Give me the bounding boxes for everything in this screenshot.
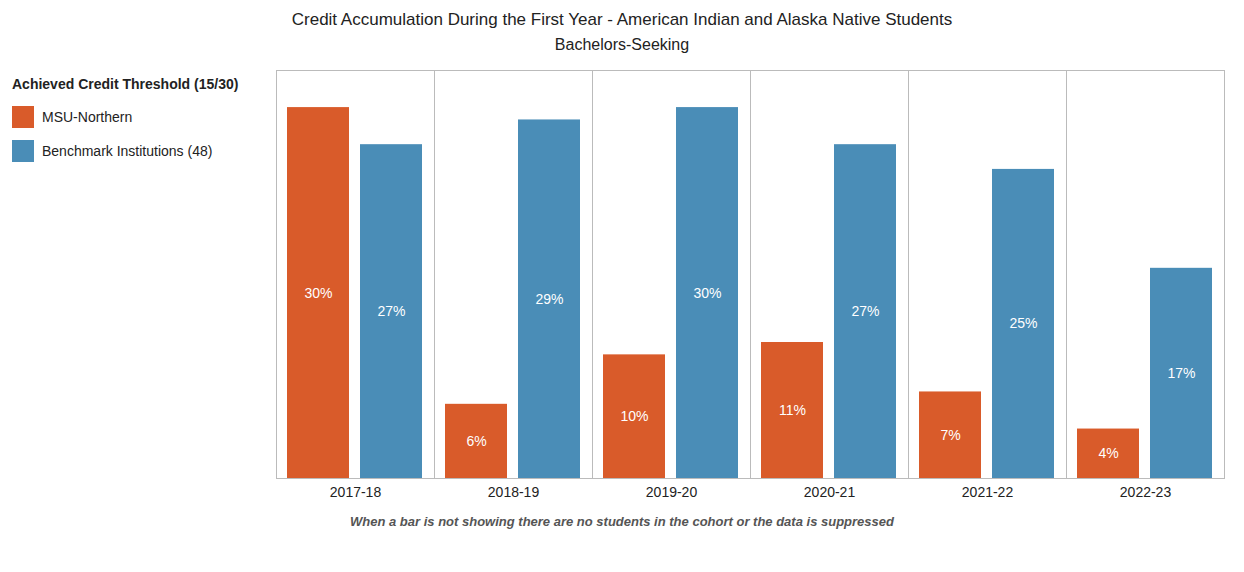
svg-text:29%: 29% [535, 291, 563, 307]
svg-text:10%: 10% [620, 408, 648, 424]
html-text:Benchmark Institutions (48): Benchmark Institutions (48) [42, 143, 213, 159]
svg-text:6%: 6% [466, 433, 486, 449]
svg-text:17%: 17% [1167, 365, 1195, 381]
svg-text:2018-19: 2018-19 [488, 484, 540, 500]
svg-text:30%: 30% [304, 285, 332, 301]
svg-text:27%: 27% [851, 303, 879, 319]
svg-text:25%: 25% [1009, 315, 1037, 331]
html-text:Bachelors-Seeking: Bachelors-Seeking [554, 36, 690, 53]
svg-text:2020-21: 2020-21 [804, 484, 856, 500]
svg-text:11%: 11% [779, 402, 806, 418]
svg-text:7%: 7% [940, 427, 960, 443]
html-text:When a bar is not showing ther: When a bar is not showing there are no s… [350, 514, 894, 529]
html-text:Credit Accumulation During the: Credit Accumulation During the First Yea… [291, 10, 953, 29]
html-text:Achieved Credit Threshold (15/: Achieved Credit Threshold (15/30) [12, 76, 239, 92]
svg-text:2022-23: 2022-23 [1120, 484, 1172, 500]
svg-text:4%: 4% [1098, 445, 1118, 461]
svg-text:2021-22: 2021-22 [962, 484, 1014, 500]
svg-text:2017-18: 2017-18 [330, 484, 382, 500]
svg-text:30%: 30% [693, 285, 721, 301]
svg-text:27%: 27% [377, 303, 405, 319]
svg-text:2019-20: 2019-20 [646, 484, 698, 500]
html-text:MSU-Northern: MSU-Northern [42, 109, 133, 125]
